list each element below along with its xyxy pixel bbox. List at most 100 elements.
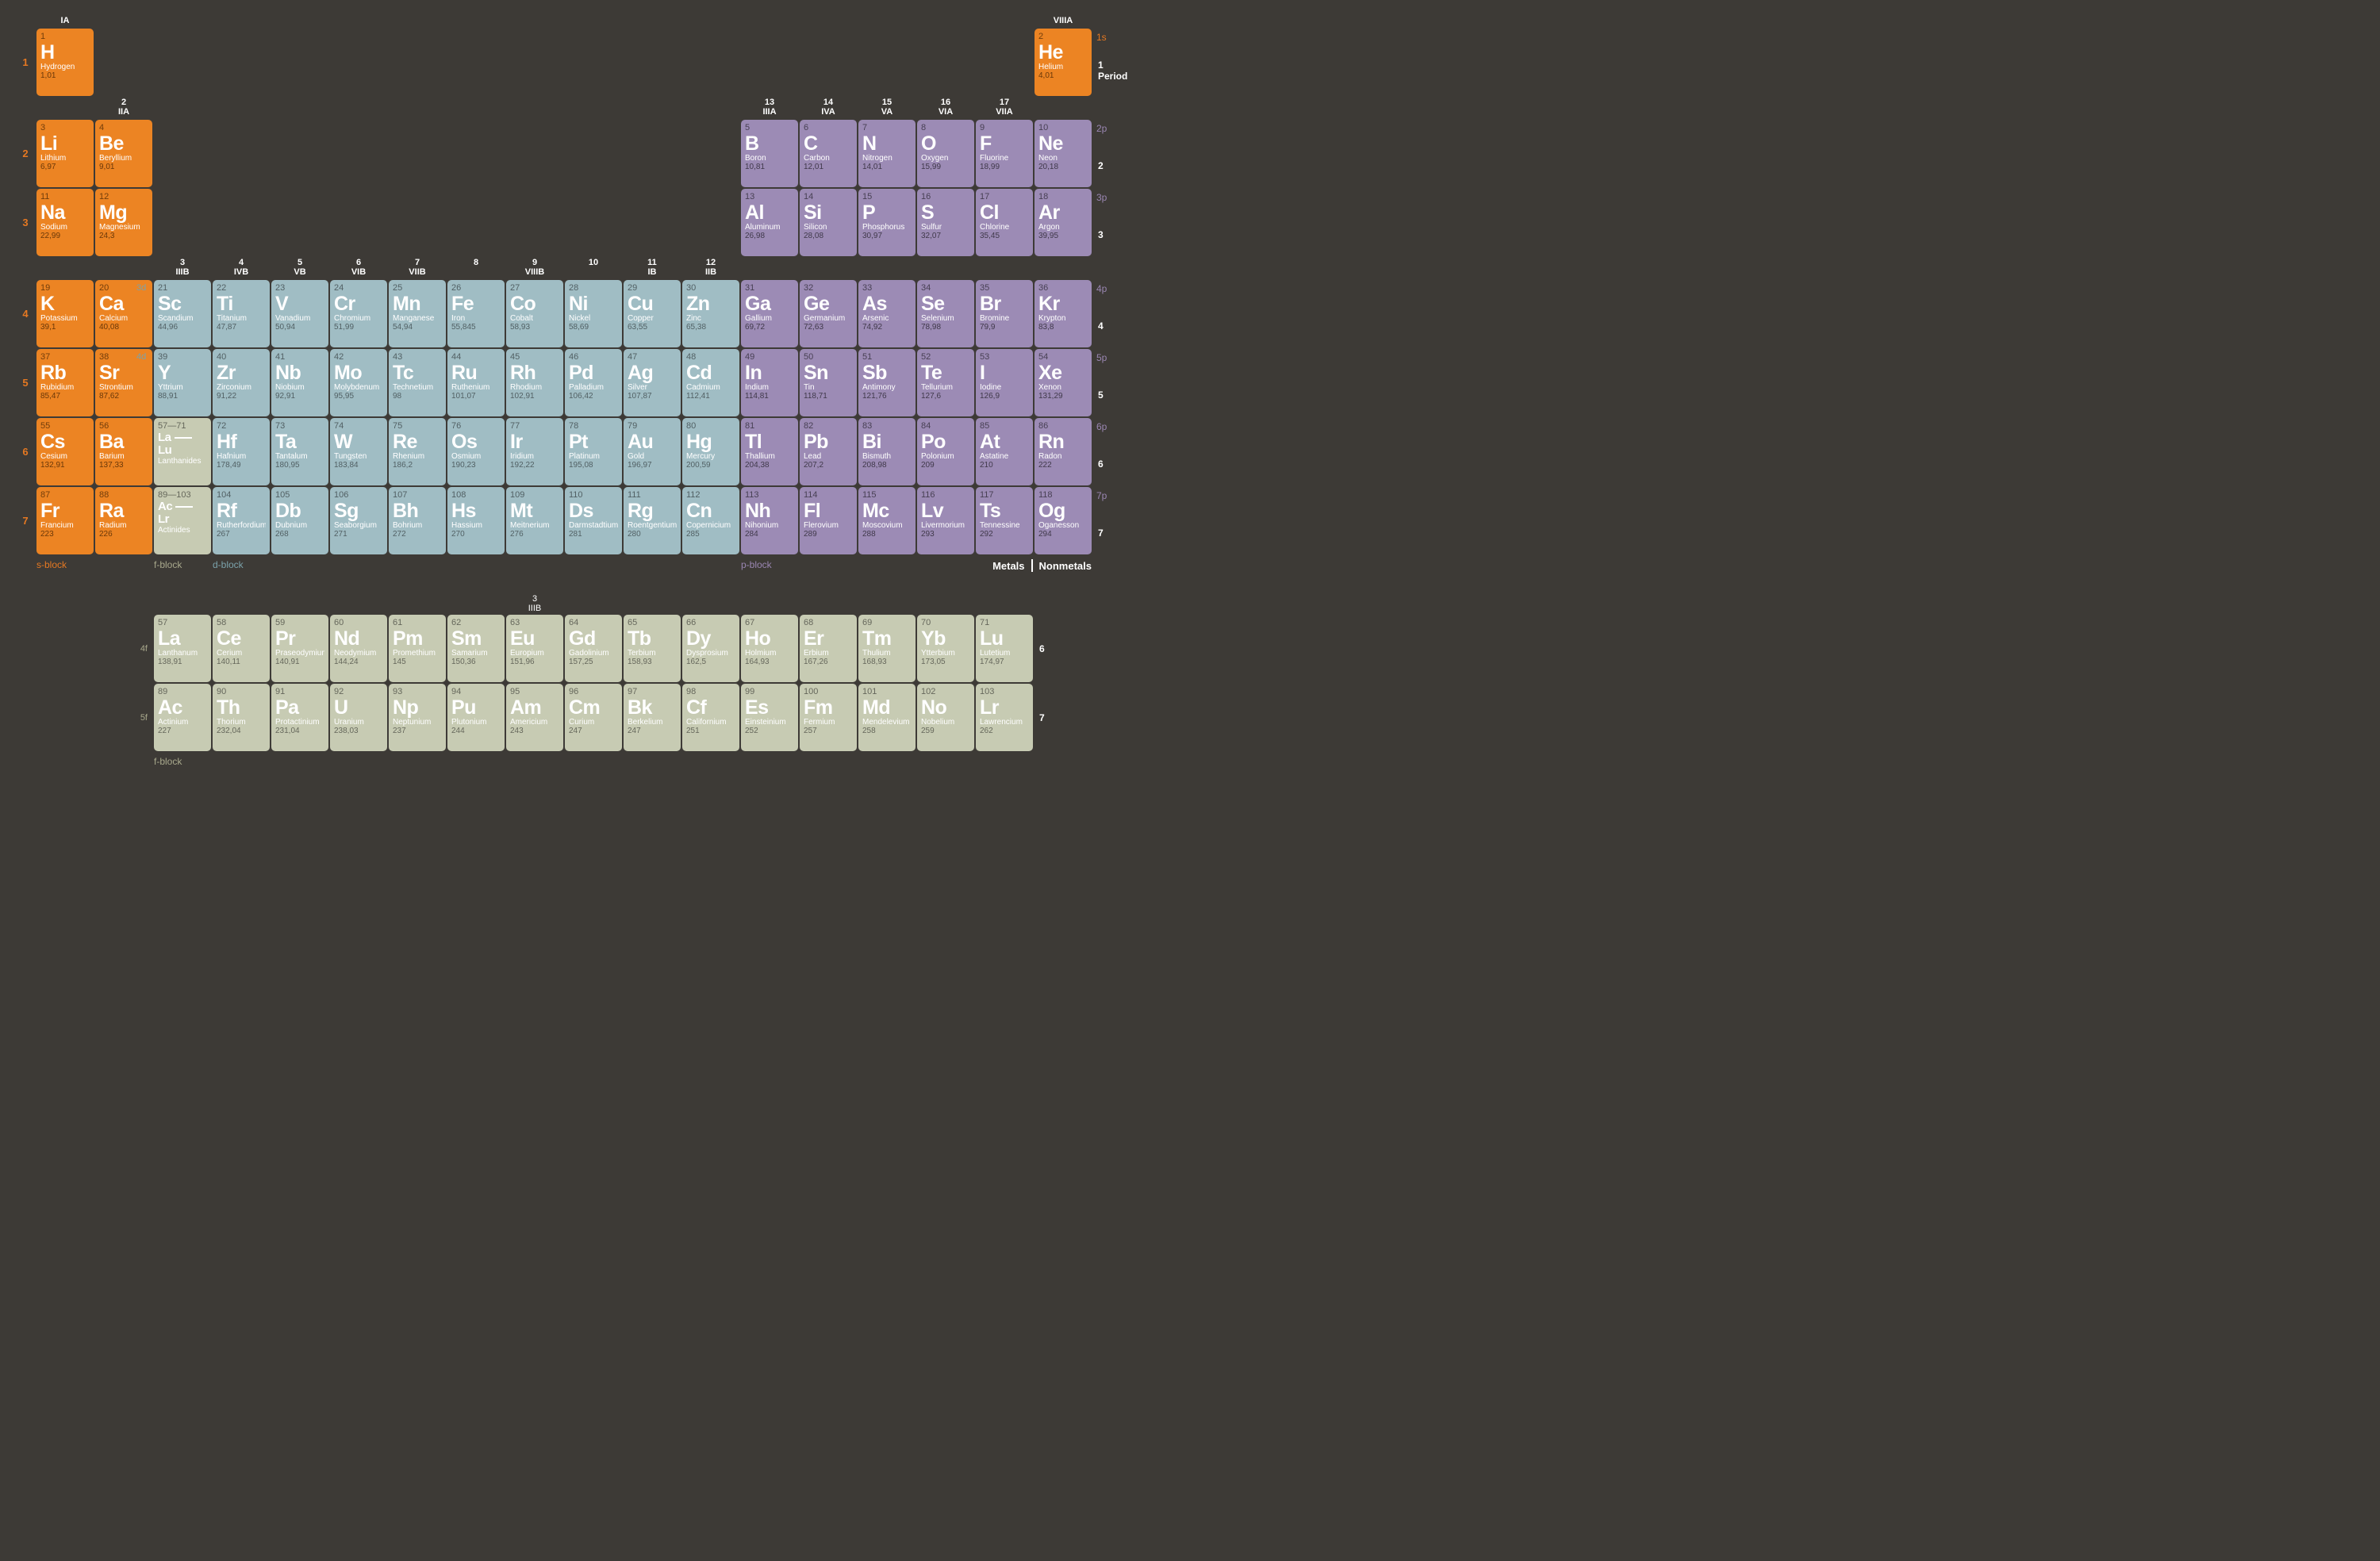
group-header-15: 15VA — [858, 98, 916, 118]
f-period-right-7: 7 — [1035, 684, 1066, 751]
element-W: 74WTungsten183,84 — [330, 418, 387, 485]
group-header-7: 7VIIB — [389, 258, 446, 278]
f-sublabel-6: 4f — [16, 615, 152, 682]
element-Mg: 12MgMagnesium24,3 — [95, 189, 152, 256]
group-header-10: 10 — [565, 258, 622, 278]
element-Mn: 25MnManganese54,94 — [389, 280, 446, 347]
period-right-6: 6 — [1093, 418, 1125, 485]
period-right-3: 3 — [1093, 189, 1125, 256]
element-Tc: 43TcTechnetium98 — [389, 349, 446, 416]
element-Tm: 69TmThulium168,93 — [858, 615, 916, 682]
group-header-1: IA — [36, 16, 94, 27]
element-S: 16SSulfur32,07 — [917, 189, 974, 256]
placeholder-lanthanides: 57—71LaLuLanthanides — [154, 418, 211, 485]
element-Bi: 83BiBismuth208,98 — [858, 418, 916, 485]
element-V: 23VVanadium50,94 — [271, 280, 328, 347]
element-Nb: 41NbNiobium92,91 — [271, 349, 328, 416]
period-right-7: 7 — [1093, 487, 1125, 554]
period-number-3: 3 — [16, 189, 35, 256]
element-Th: 90ThThorium232,04 — [213, 684, 270, 751]
element-Te: 52TeTellurium127,6 — [917, 349, 974, 416]
group-header-13: 13IIIA — [741, 98, 798, 118]
element-Lr: 103LrLawrencium262 — [976, 684, 1033, 751]
element-Ru: 44RuRuthenium101,07 — [447, 349, 505, 416]
element-Er: 68ErErbium167,26 — [800, 615, 857, 682]
element-Ho: 67HoHolmium164,93 — [741, 615, 798, 682]
group-header-14: 14IVA — [800, 98, 857, 118]
element-Fm: 100FmFermium257 — [800, 684, 857, 751]
element-Yb: 70YbYtterbium173,05 — [917, 615, 974, 682]
element-Xe: 54XeXenon131,29 — [1035, 349, 1092, 416]
element-Pm: 61PmPromethium145 — [389, 615, 446, 682]
period-number-7: 7 — [16, 487, 35, 554]
group-header-16: 16VIA — [917, 98, 974, 118]
element-Pu: 94PuPlutonium244 — [447, 684, 505, 751]
block-label-s: s-block — [36, 556, 94, 572]
f-period-right-6: 6 — [1035, 615, 1066, 682]
element-Zr: 40ZrZirconium91,22 — [213, 349, 270, 416]
element-Kr: 36KrKrypton83,8 — [1035, 280, 1092, 347]
element-Sg: 106SgSeaborgium271 — [330, 487, 387, 554]
element-Db: 105DbDubnium268 — [271, 487, 328, 554]
element-Ar: 18ArArgon39,95 — [1035, 189, 1092, 256]
element-Cf: 98CfCalifornium251 — [682, 684, 739, 751]
period-number-5: 5 — [16, 349, 35, 416]
element-Ge: 32GeGermanium72,63 — [800, 280, 857, 347]
element-Zn: 30ZnZinc65,38 — [682, 280, 739, 347]
element-Hs: 108HsHassium270 — [447, 487, 505, 554]
element-Po: 84PoPolonium209 — [917, 418, 974, 485]
element-Pt: 78PtPlatinum195,08 — [565, 418, 622, 485]
element-Ra: 88RaRadium226 — [95, 487, 152, 554]
element-Ds: 110DsDarmstadtium281 — [565, 487, 622, 554]
element-La: 57LaLanthanum138,91 — [154, 615, 211, 682]
element-Cd: 48CdCadmium112,41 — [682, 349, 739, 416]
block-label-f: f-block — [154, 556, 211, 572]
element-Fr: 87FrFrancium223 — [36, 487, 94, 554]
element-Cn: 112CnCopernicium285 — [682, 487, 739, 554]
element-Na: 11NaSodium22,99 — [36, 189, 94, 256]
block-label-p: p-block — [741, 556, 798, 572]
element-Np: 93NpNeptunium237 — [389, 684, 446, 751]
group-header-4: 4IVB — [213, 258, 270, 278]
period-number-4: 4 — [16, 280, 35, 347]
element-Al: 13AlAluminum26,98 — [741, 189, 798, 256]
element-N: 7NNitrogen14,01 — [858, 120, 916, 187]
element-Bk: 97BkBerkelium247 — [624, 684, 681, 751]
element-Ts: 117TsTennessine292 — [976, 487, 1033, 554]
element-Hf: 72HfHafnium178,49 — [213, 418, 270, 485]
element-Bh: 107BhBohrium272 — [389, 487, 446, 554]
element-Cs: 55CsCesium132,91 — [36, 418, 94, 485]
element-Pd: 46PdPalladium106,42 — [565, 349, 622, 416]
element-Dy: 66DyDysprosium162,5 — [682, 615, 739, 682]
element-Cr: 24CrChromium51,99 — [330, 280, 387, 347]
element-Rg: 111RgRoentgentium280 — [624, 487, 681, 554]
element-K: 19KPotassium39,1 — [36, 280, 94, 347]
element-Rn: 86RnRadon222 — [1035, 418, 1092, 485]
group-header-6: 6VIB — [330, 258, 387, 278]
element-Pb: 82PbLead207,2 — [800, 418, 857, 485]
element-Sn: 50SnTin118,71 — [800, 349, 857, 416]
element-Os: 76OsOsmium190,23 — [447, 418, 505, 485]
element-Tl: 81TlThallium204,38 — [741, 418, 798, 485]
element-Cl: 17ClChlorine35,45 — [976, 189, 1033, 256]
placeholder-actinides: 89—103AcLrActinides — [154, 487, 211, 554]
f-block-bottom-label: f-block — [154, 753, 211, 767]
element-Si: 14SiSilicon28,08 — [800, 189, 857, 256]
element-Rb: 37RbRubidium85,47 — [36, 349, 94, 416]
element-Ag: 47AgSilver107,87 — [624, 349, 681, 416]
d-sublabel-4: 3d — [136, 283, 146, 293]
element-Cu: 29CuCopper63,55 — [624, 280, 681, 347]
element-Au: 79AuGold196,97 — [624, 418, 681, 485]
metals-nonmetals-legend: MetalsNonmetals — [917, 556, 1092, 572]
element-Sm: 62SmSamarium150,36 — [447, 615, 505, 682]
element-Pa: 91PaProtactinium231,04 — [271, 684, 328, 751]
element-Nh: 113NhNihonium284 — [741, 487, 798, 554]
element-Ni: 28NiNickel58,69 — [565, 280, 622, 347]
element-Ba: 56BaBarium137,33 — [95, 418, 152, 485]
element-Tb: 65TbTerbium158,93 — [624, 615, 681, 682]
element-Mc: 115McMoscovium288 — [858, 487, 916, 554]
element-I: 53IIodine126,9 — [976, 349, 1033, 416]
element-Rh: 45RhRhodium102,91 — [506, 349, 563, 416]
group-header-11: 11IB — [624, 258, 681, 278]
element-P: 15PPhosphorus30,97 — [858, 189, 916, 256]
